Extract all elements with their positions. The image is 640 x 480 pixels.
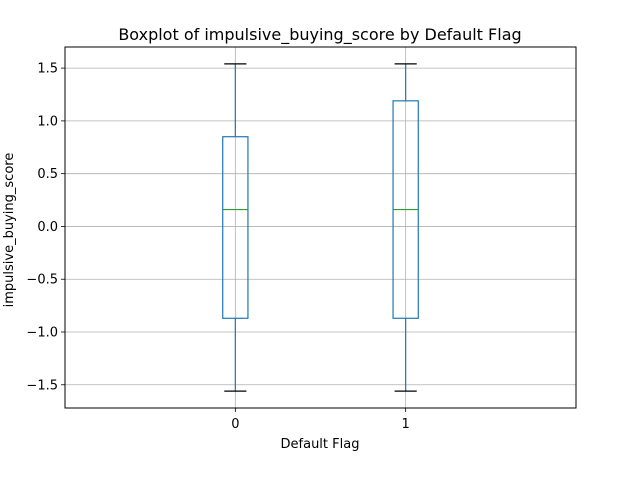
plot-area-frame (64, 46, 577, 409)
y-tick-label: 0.5 (37, 167, 58, 182)
x-axis-label: Default Flag (281, 437, 360, 452)
box-0 (222, 63, 249, 392)
y-tick-label: −1.0 (26, 326, 58, 341)
y-tick-label: −0.5 (26, 273, 58, 288)
box-1 (392, 63, 419, 392)
chart-title: Boxplot of impulsive_buying_score by Def… (118, 25, 521, 45)
boxes (222, 63, 419, 392)
x-tick-label: 1 (402, 417, 410, 432)
y-axis-label: impulsive_buying_score (2, 153, 17, 308)
axis-ticks: 1.5 1.0 0.5 0.0 −0.5 −1.0 −1.5 0 1 (26, 62, 409, 432)
x-tick-label: 0 (231, 417, 239, 432)
iqr-box (222, 136, 249, 319)
y-tick-label: 1.0 (37, 114, 58, 129)
y-tick-label: 1.5 (37, 62, 58, 77)
y-tick-label: 0.0 (37, 220, 58, 235)
y-tick-label: −1.5 (26, 378, 58, 393)
